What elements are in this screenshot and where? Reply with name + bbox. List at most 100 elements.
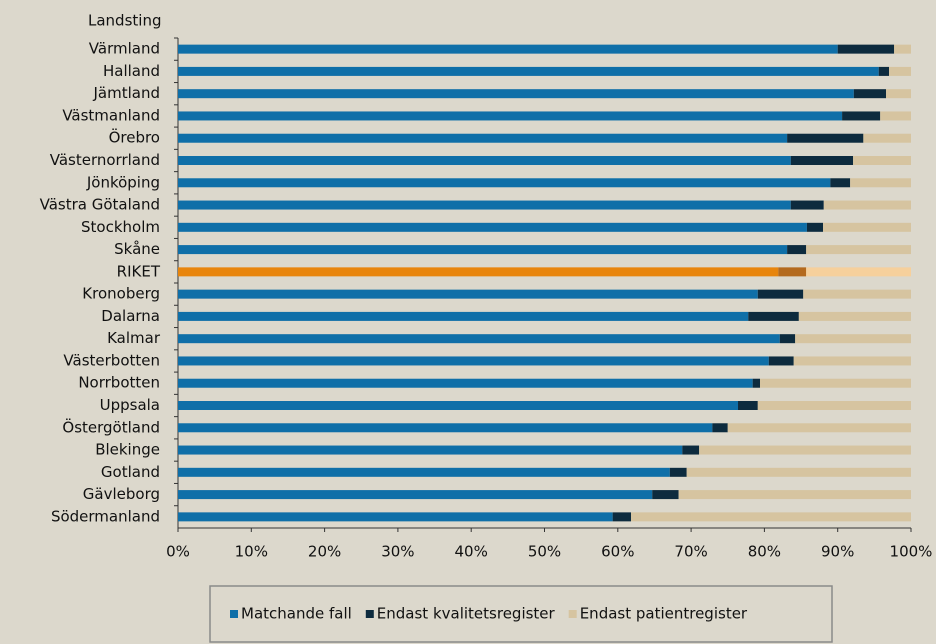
bar-segment [894, 44, 911, 54]
x-tick-label: 100% [890, 543, 933, 561]
bar-segment [863, 133, 911, 143]
y-tick-label: RIKET [117, 262, 161, 280]
bar-segment [880, 111, 911, 121]
bar-segment [787, 133, 864, 143]
bar-segment [652, 490, 679, 500]
y-tick-label: Gotland [101, 463, 160, 481]
bar-segment [798, 311, 911, 321]
x-tick-label: 30% [381, 543, 414, 561]
y-tick-label: Västmanland [62, 106, 160, 124]
bar-segment [830, 178, 851, 188]
bar-segment [806, 267, 911, 277]
y-axis-title: Landsting [88, 12, 161, 30]
bar-segment [178, 445, 683, 455]
bar-segment [178, 222, 807, 232]
y-tick-label: Norrbotten [78, 374, 160, 392]
bar-segment [178, 200, 791, 210]
bar-segment [853, 89, 887, 99]
x-tick-label: 0% [166, 543, 190, 561]
legend-swatch [230, 610, 238, 618]
y-tick-label: Östergötland [62, 417, 160, 436]
bar-segment [178, 245, 788, 255]
x-tick-label: 10% [235, 543, 268, 561]
bar-segment [795, 334, 911, 344]
bar-segment [748, 311, 799, 321]
y-tick-label: Jönköping [86, 173, 160, 191]
bar-segment [806, 222, 824, 232]
bar-segment [686, 467, 911, 477]
bar-segment [178, 423, 713, 433]
bar-segment [793, 356, 911, 366]
bar-segment [757, 401, 911, 410]
x-tick-label: 20% [308, 543, 341, 561]
y-tick-label: Västernorrland [50, 151, 160, 169]
bar-segment [806, 245, 911, 255]
bar-segment [178, 467, 670, 477]
bar-segment [178, 311, 749, 321]
bar-segment [178, 44, 838, 54]
legend-swatch [568, 610, 577, 618]
legend-swatch [365, 610, 374, 618]
x-tick-label: 80% [748, 543, 781, 561]
y-tick-label: Västra Götaland [40, 196, 160, 214]
bar-segment [178, 334, 780, 344]
bar-segment [738, 401, 758, 410]
y-tick-label: Örebro [109, 128, 160, 147]
bar-segment [699, 445, 911, 455]
bar-segment [757, 289, 804, 299]
bar-segment [678, 490, 911, 500]
bar-segment [790, 156, 854, 165]
bar-segment [760, 378, 911, 388]
bar-segment [779, 334, 796, 344]
y-tick-label: Dalarna [101, 307, 160, 325]
bar-segment [752, 378, 761, 388]
legend-label: Endast patientregister [580, 605, 748, 623]
bar-segment [778, 267, 807, 277]
bar-segment [630, 512, 911, 522]
bar-segment [178, 356, 769, 366]
bar-segment [178, 401, 739, 410]
y-tick-label: Jämtland [93, 84, 161, 102]
y-tick-label: Västerbotten [63, 351, 160, 369]
bar-segment [612, 512, 631, 522]
bar-segment [878, 66, 890, 76]
x-tick-label: 50% [528, 543, 561, 561]
bar-segment [853, 156, 911, 165]
x-tick-label: 90% [821, 543, 854, 561]
legend-label: Matchande fall [241, 605, 352, 623]
bar-segment [837, 44, 895, 54]
y-tick-label: Blekinge [95, 441, 160, 459]
bar-segment [803, 289, 911, 299]
bar-segment [178, 89, 854, 99]
y-tick-label: Uppsala [100, 396, 160, 414]
bar-segment [727, 423, 911, 433]
bar-segment [178, 133, 788, 143]
x-tick-label: 40% [455, 543, 488, 561]
bar-segment [768, 356, 794, 366]
bar-segment [889, 66, 911, 76]
bar-segment [886, 89, 911, 99]
bar-segment [178, 378, 753, 388]
y-tick-label: Kronoberg [82, 285, 160, 303]
y-tick-label: Värmland [89, 40, 160, 58]
y-tick-label: Stockholm [81, 218, 160, 236]
x-tick-label: 60% [601, 543, 634, 561]
bar-segment [178, 156, 791, 165]
bar-segment [178, 267, 779, 277]
y-tick-label: Kalmar [107, 329, 161, 347]
bar-segment [178, 289, 758, 299]
bar-segment [178, 66, 879, 76]
bar-segment [823, 222, 911, 232]
bar-segment [178, 490, 653, 500]
bar-segment [850, 178, 911, 188]
y-tick-label: Halland [103, 62, 160, 80]
legend-label: Endast kvalitetsregister [377, 605, 556, 623]
bar-segment [178, 111, 843, 121]
bar-segment [682, 445, 700, 455]
bar-segment [669, 467, 687, 477]
legend-box [209, 585, 833, 643]
bar-segment [178, 178, 831, 188]
y-tick-label: Gävleborg [83, 485, 160, 503]
y-tick-label: Södermanland [51, 507, 160, 525]
